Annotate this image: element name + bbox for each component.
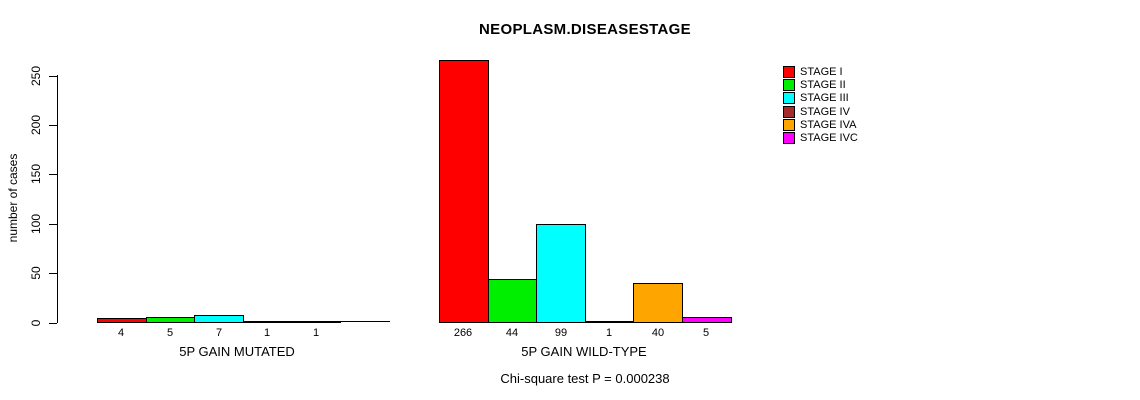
legend-swatch [783,106,795,118]
y-axis-tick [49,76,57,77]
bar-value-label: 1 [605,327,613,339]
bar-value-label: 4 [117,327,125,339]
group-label-mutated: 5P GAIN MUTATED [179,344,295,359]
legend-label: STAGE II [800,79,846,91]
y-axis-tick-label: 0 [29,319,43,327]
baseline-extension [340,321,390,322]
y-axis-tick [49,273,57,274]
bar-value-label: 5 [702,327,710,339]
legend-item-stage-iv: STAGE IV [783,106,850,118]
legend-label: STAGE IVC [800,132,858,144]
bar-5p-gain-mutated-stage-iva [291,321,341,323]
legend-label: STAGE IV [800,106,850,118]
legend-label: STAGE III [800,92,849,104]
bar-5p-gain-mutated-stage-ii [146,317,195,323]
bar-value-label: 44 [505,327,519,339]
y-axis-tick-label: 150 [29,163,43,185]
y-axis-tick [49,174,57,175]
bar-5p-gain-mutated-stage-iv [243,321,292,323]
bar-5p-gain-mutated-stage-i [97,318,147,323]
legend-swatch [783,66,795,78]
bar-value-label: 1 [312,327,320,339]
bar-value-label: 266 [453,327,473,339]
y-axis-line [57,75,58,323]
y-axis-tick-label: 200 [29,114,43,136]
legend-item-stage-i: STAGE I [783,66,843,78]
chi-square-note: Chi-square test P = 0.000238 [500,371,670,386]
legend-swatch [783,132,795,144]
bar-value-label: 5 [166,327,174,339]
y-axis-tick-label: 100 [29,213,43,235]
bar-5p-gain-wild-type-stage-ii [488,279,537,323]
legend-item-stage-ivc: STAGE IVC [783,132,858,144]
legend-item-stage-iii: STAGE III [783,92,849,104]
legend-item-stage-iva: STAGE IVA [783,119,856,131]
legend-label: STAGE IVA [800,119,857,131]
y-axis-tick-label: 250 [29,65,43,87]
legend-label: STAGE I [800,66,843,78]
bar-5p-gain-wild-type-stage-ivc [682,317,732,323]
y-axis-tick [49,323,57,324]
y-axis-label: number of cases [6,153,20,243]
group-label-wildtype: 5P GAIN WILD-TYPE [521,344,647,359]
y-axis-tick [49,224,57,225]
bar-5p-gain-wild-type-stage-i [439,60,489,323]
legend-swatch [783,119,795,131]
bar-5p-gain-wild-type-stage-iii [536,224,586,323]
y-axis-tick [49,125,57,126]
bar-value-label: 40 [651,327,665,339]
bar-value-label: 99 [554,327,568,339]
bar-value-label: 7 [215,327,223,339]
bar-5p-gain-mutated-stage-iii [194,315,244,323]
legend-swatch [783,92,795,104]
legend-swatch [783,79,795,91]
bar-5p-gain-wild-type-stage-iva [633,283,683,323]
chart-title: NEOPLASM.DISEASESTAGE [479,21,691,38]
y-axis-tick-label: 50 [29,266,43,280]
bar-value-label: 1 [263,327,271,339]
bar-5p-gain-wild-type-stage-iv [585,321,634,323]
legend-item-stage-ii: STAGE II [783,79,846,91]
